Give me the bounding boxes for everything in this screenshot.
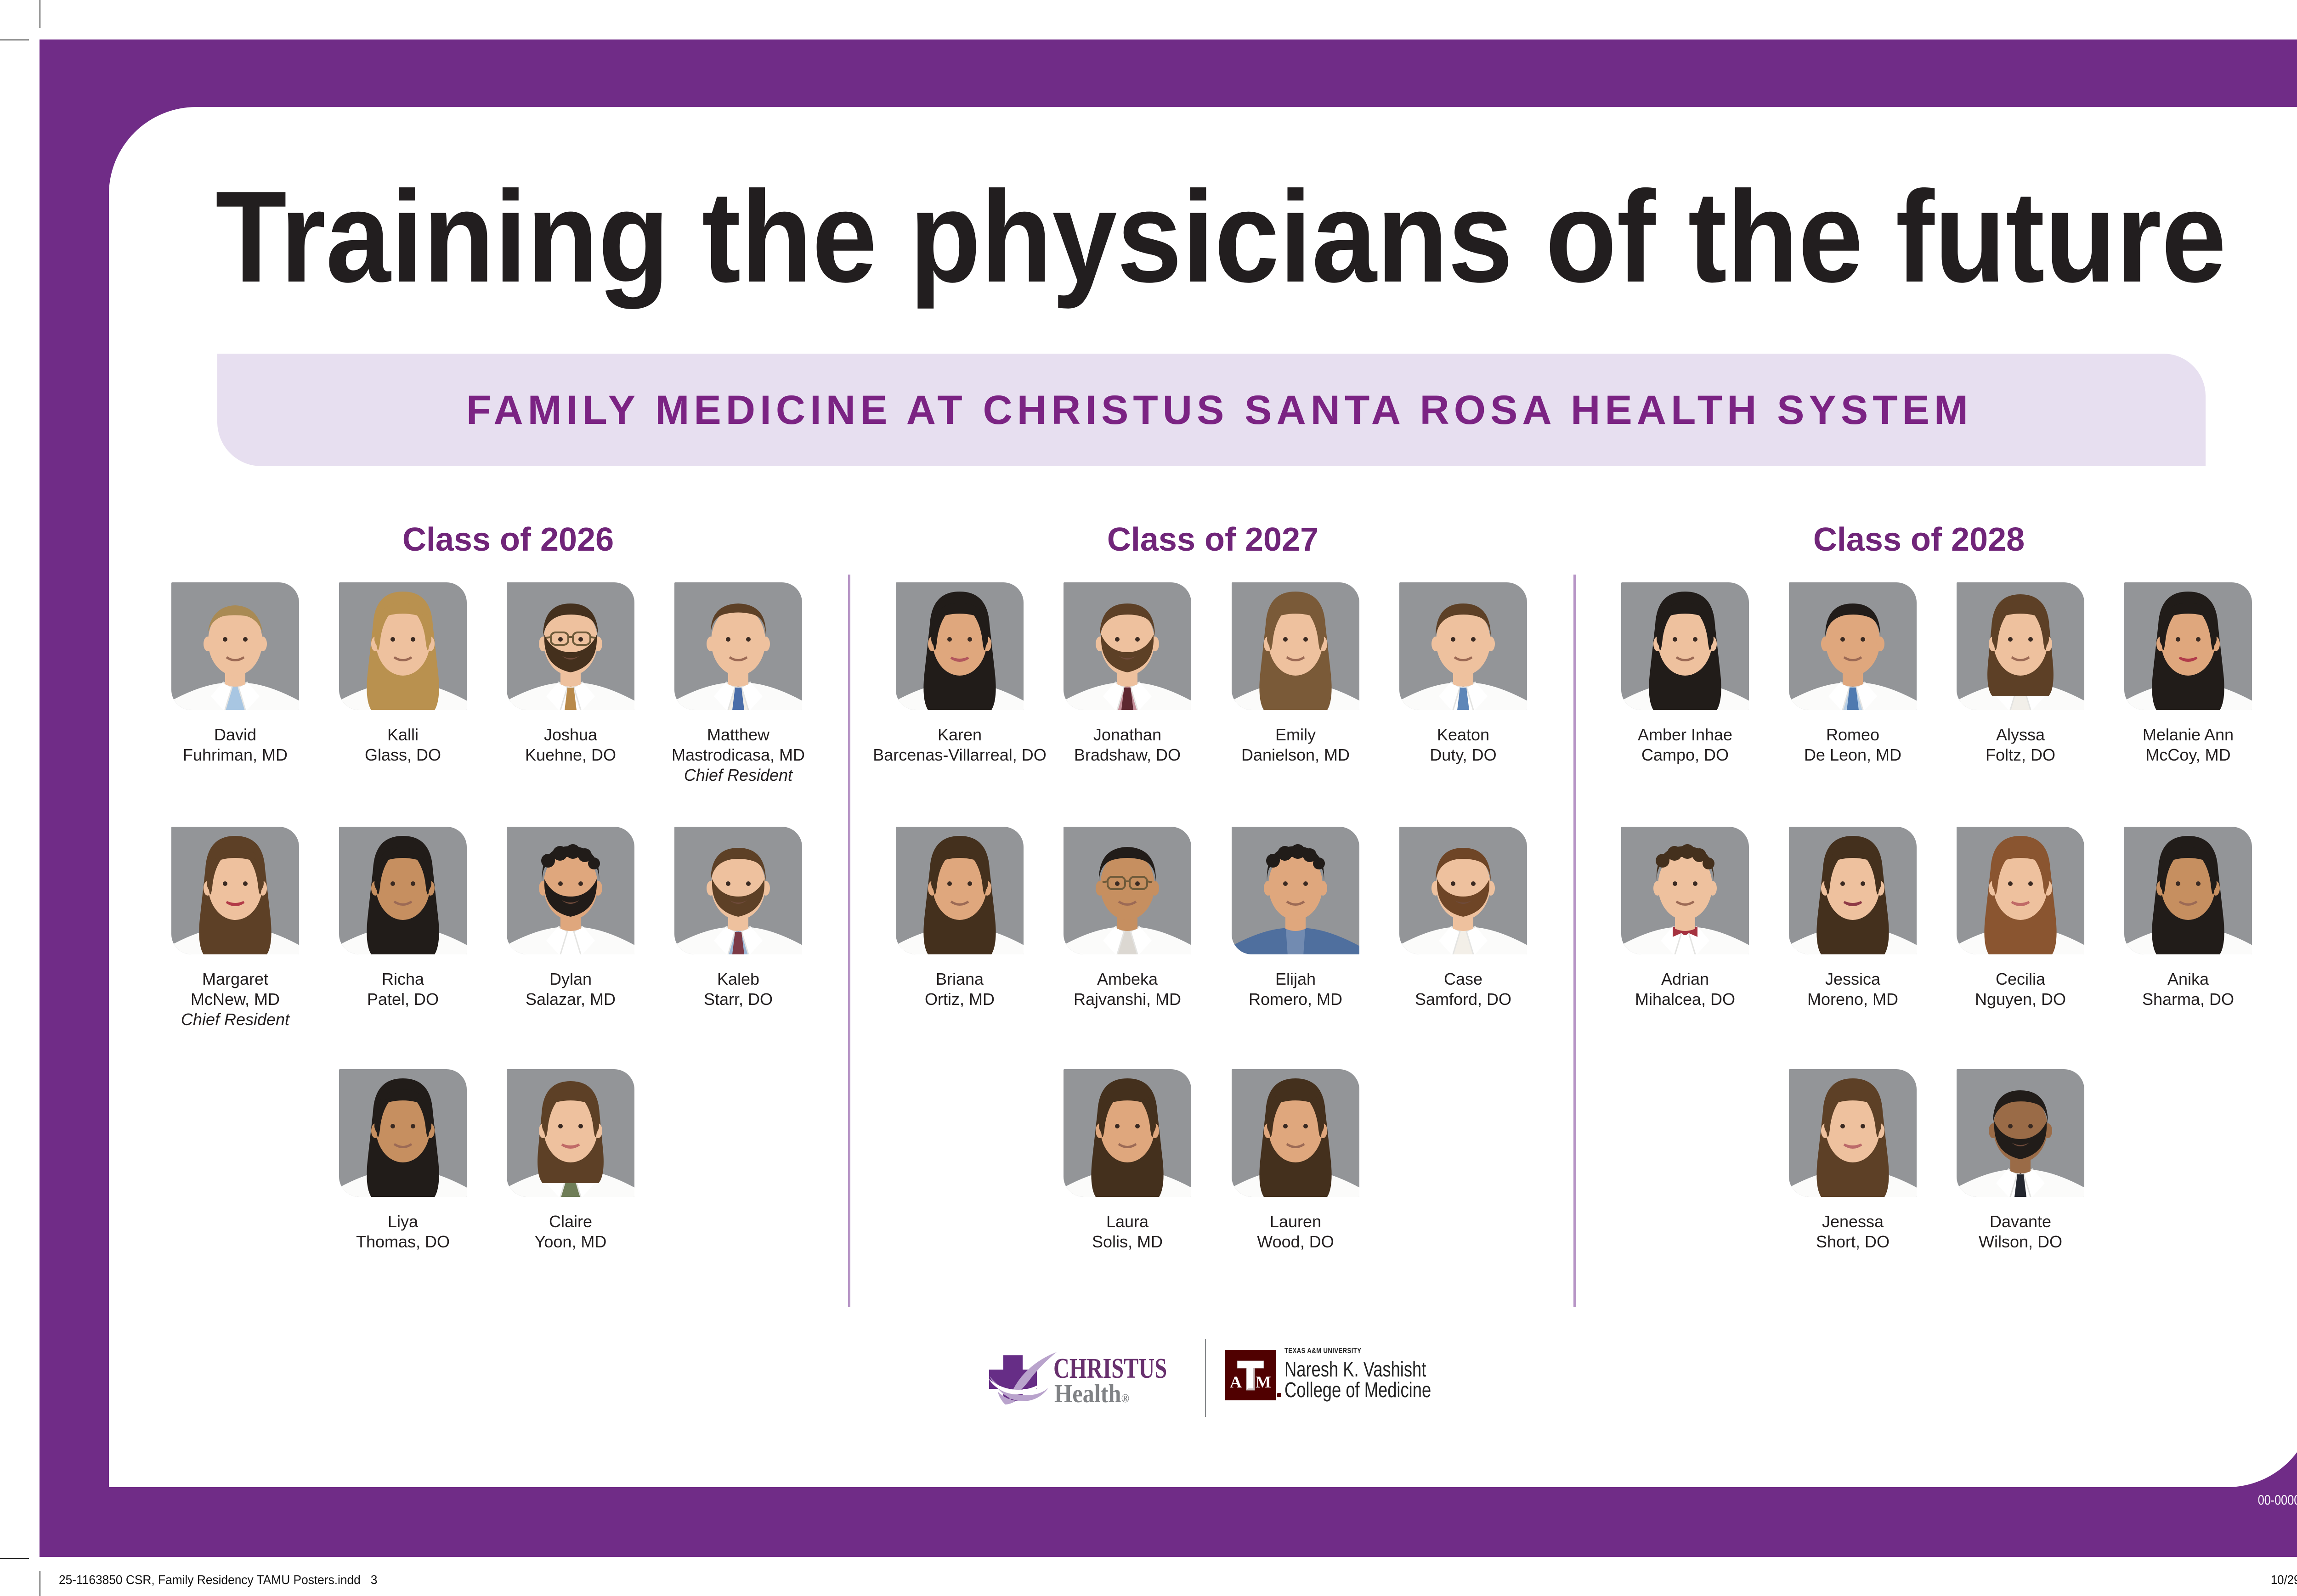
svg-text:M: M	[1256, 1373, 1271, 1391]
svg-text:A: A	[1230, 1373, 1242, 1391]
